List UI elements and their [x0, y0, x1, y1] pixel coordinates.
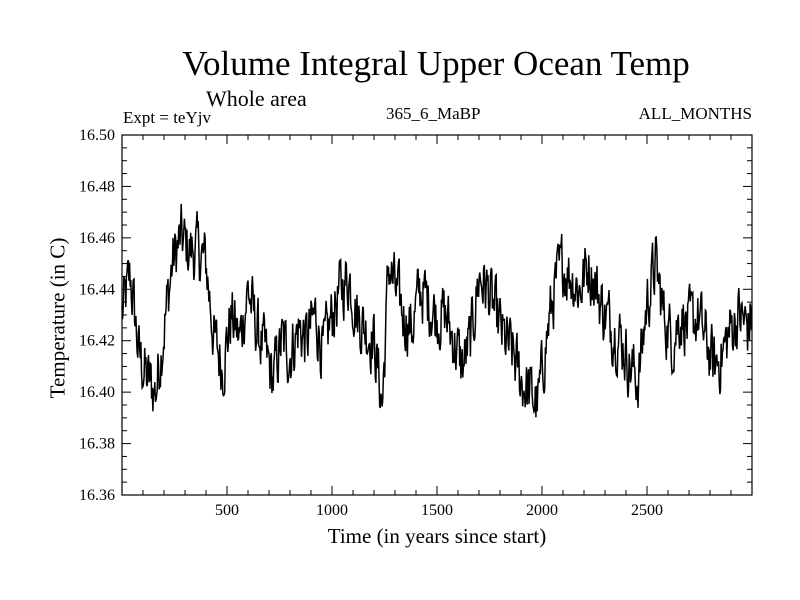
x-tick-label: 1500: [421, 502, 453, 519]
y-tick-label: 16.36: [79, 487, 115, 504]
x-tick-label: 2500: [631, 502, 663, 519]
series-line: [121, 203, 753, 418]
chart-title: Volume Integral Upper Ocean Temp: [182, 44, 690, 83]
y-tick-label: 16.38: [79, 436, 115, 453]
y-tick-label: 16.42: [79, 333, 115, 350]
x-tick-label: 1000: [316, 502, 348, 519]
chart-subtitle: Whole area: [206, 86, 307, 111]
y-tick-label: 16.40: [79, 384, 115, 401]
y-tick-label: 16.46: [79, 230, 115, 247]
x-tick-label: 2000: [526, 502, 558, 519]
x-tick-label: 500: [215, 502, 239, 519]
plot-frame: [121, 134, 753, 496]
x-axis-label: Time (in years since start): [327, 524, 547, 548]
months-label: ALL_MONTHS: [638, 104, 752, 123]
y-tick-label: 16.50: [79, 127, 115, 144]
y-tick-label: 16.44: [79, 281, 115, 298]
y-tick-label: 16.48: [79, 178, 115, 195]
experiment-label: Expt = teYjv: [123, 108, 211, 127]
period-label: 365_6_MaBP: [386, 104, 481, 123]
